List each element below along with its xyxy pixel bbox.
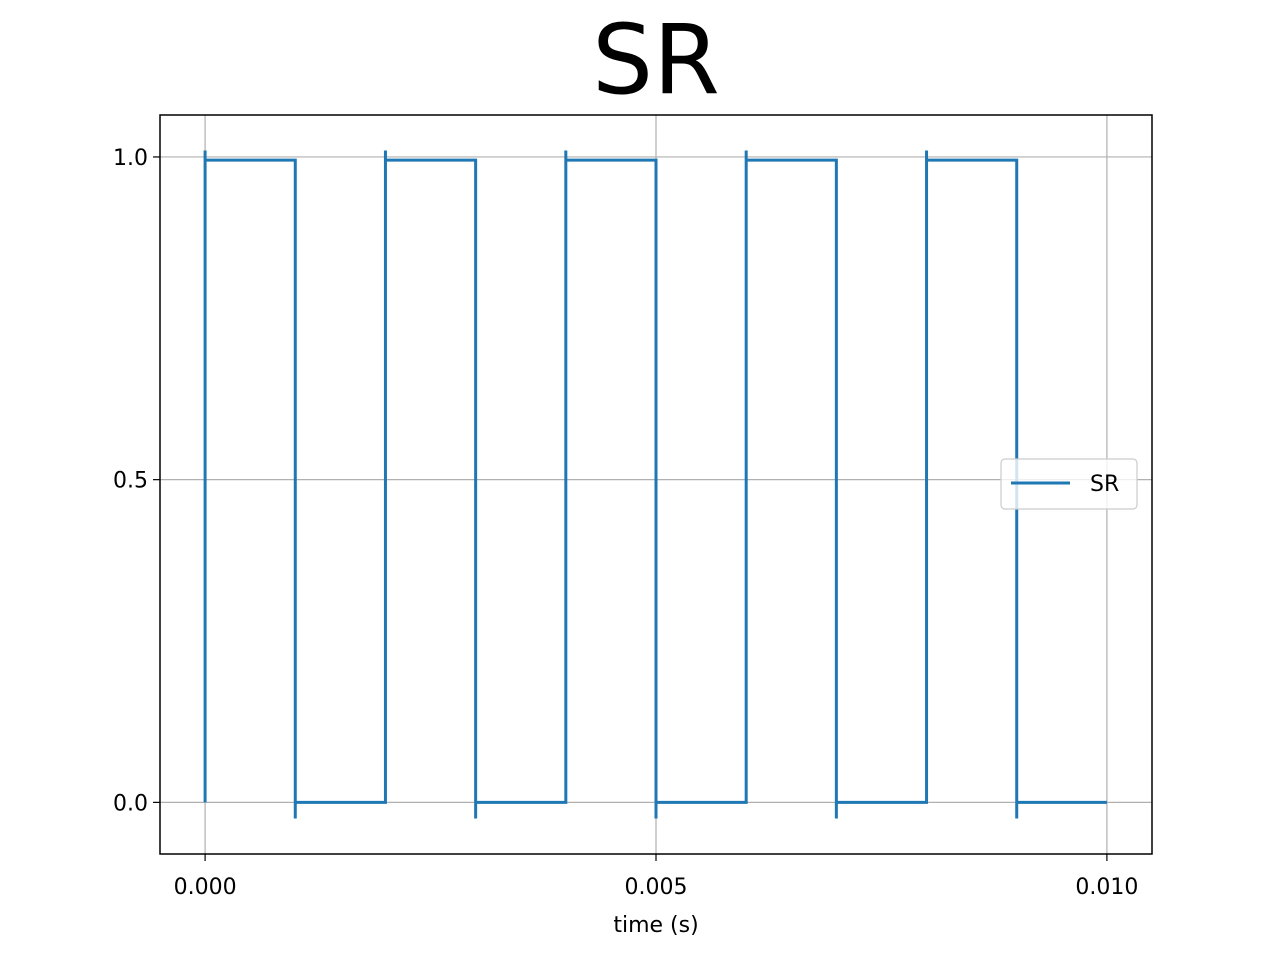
ticks-layer: 0.000 0.005 0.010 0.0 0.5 1.0	[113, 146, 1138, 900]
y-tick-label: 0.0	[113, 791, 148, 816]
legend: SR	[1000, 458, 1138, 510]
series-line-sr	[203, 150, 1107, 819]
legend-label-sr: SR	[1090, 472, 1119, 497]
x-tick-label: 0.010	[1075, 875, 1138, 900]
x-tick-label: 0.005	[625, 875, 688, 900]
y-tick-label: 0.5	[113, 469, 148, 494]
y-tick-label: 1.0	[113, 146, 148, 171]
chart-title: SR	[592, 4, 720, 116]
x-axis-label: time (s)	[613, 913, 698, 938]
x-tick-label: 0.000	[174, 875, 237, 900]
series-layer	[203, 150, 1108, 819]
